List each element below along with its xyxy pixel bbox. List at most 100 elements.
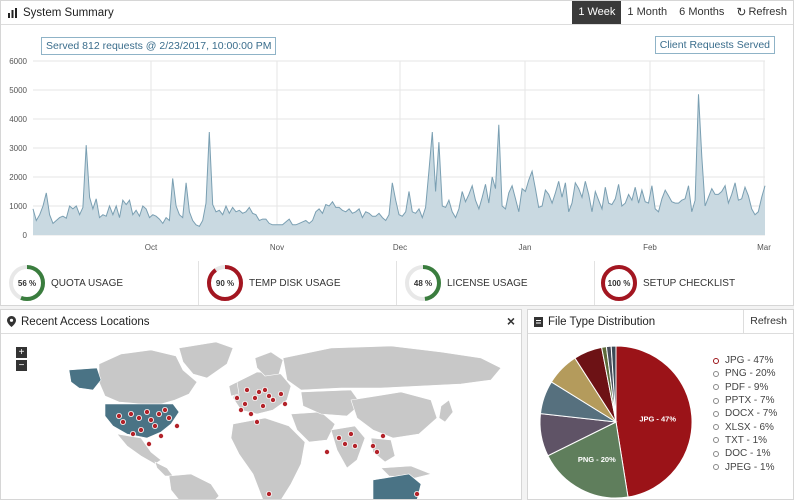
- location-marker[interactable]: [155, 411, 162, 418]
- x-tick-label: Mar: [757, 243, 771, 252]
- zoom-in-button[interactable]: +: [16, 347, 27, 358]
- legend-marker-icon: [713, 357, 719, 364]
- location-marker[interactable]: [128, 411, 135, 418]
- legend-item-xlsx[interactable]: XLSX - 6%: [713, 420, 777, 433]
- legend-item-txt[interactable]: TXT - 1%: [713, 434, 777, 447]
- legend-label: DOCX - 7%: [725, 408, 778, 420]
- map-marker-icon: [7, 316, 16, 327]
- location-marker[interactable]: [269, 397, 276, 404]
- gauge-label: SETUP CHECKLIST: [643, 277, 736, 289]
- location-marker[interactable]: [265, 393, 272, 400]
- legend-item-pptx[interactable]: PPTX - 7%: [713, 394, 777, 407]
- gauge-value: 56 %: [18, 279, 36, 288]
- x-tick-label: Dec: [393, 243, 407, 252]
- legend-marker-icon: [713, 384, 719, 391]
- pie-legend: JPG - 47% PNG - 20% PDF - 9% PPTX - 7% DOCX …: [713, 354, 777, 474]
- close-icon[interactable]: ×: [506, 313, 515, 329]
- location-marker[interactable]: [135, 415, 142, 422]
- southeast-asia-shape: [370, 437, 396, 463]
- canada-shape: [98, 349, 198, 405]
- location-marker[interactable]: [259, 403, 266, 410]
- location-marker[interactable]: [165, 415, 172, 422]
- location-marker[interactable]: [265, 490, 272, 497]
- location-marker[interactable]: [413, 490, 420, 497]
- location-marker[interactable]: [129, 431, 136, 438]
- location-marker[interactable]: [253, 419, 260, 426]
- legend-item-pdf[interactable]: PDF - 9%: [713, 381, 777, 394]
- location-marker[interactable]: [369, 443, 376, 450]
- legend-marker-icon: [713, 437, 719, 444]
- y-tick-label: 2000: [9, 173, 27, 182]
- location-marker[interactable]: [173, 423, 180, 430]
- location-marker[interactable]: [247, 411, 254, 418]
- location-marker[interactable]: [251, 395, 258, 402]
- location-marker[interactable]: [147, 417, 154, 424]
- pie-slice-png[interactable]: [547, 421, 629, 499]
- gauge-label: QUOTA USAGE: [51, 277, 124, 289]
- summary-header: System Summary 1 Week 1 Month 6 Months ↻…: [1, 1, 793, 25]
- location-marker[interactable]: [120, 419, 127, 426]
- location-marker[interactable]: [237, 407, 244, 414]
- pie-slice-jpg[interactable]: [615, 345, 693, 498]
- refresh-button[interactable]: ↻ Refresh: [730, 1, 793, 24]
- legend-marker-icon: [713, 464, 719, 471]
- china-shape: [350, 391, 438, 439]
- location-marker[interactable]: [335, 435, 342, 442]
- legend-item-jpg[interactable]: JPG - 47%: [713, 354, 777, 367]
- legend-label: JPG - 47%: [725, 355, 774, 367]
- location-marker[interactable]: [145, 441, 152, 448]
- gauge-arc: [405, 265, 441, 301]
- legend-label: PDF - 9%: [725, 381, 769, 393]
- file-type-pie-chart: JPG - 47% PNG - 20%: [539, 345, 693, 499]
- location-marker[interactable]: [351, 443, 358, 450]
- location-marker[interactable]: [243, 387, 250, 394]
- gauge-temp-disk-usage: 90 % TEMP DISK USAGE: [199, 261, 397, 305]
- legend-item-jpeg[interactable]: JPEG - 1%: [713, 460, 777, 473]
- world-map[interactable]: [1, 334, 521, 500]
- location-marker[interactable]: [323, 449, 330, 456]
- pie-data-label: JPG - 47%: [639, 415, 676, 424]
- alaska-shape: [68, 367, 102, 391]
- location-marker[interactable]: [116, 413, 123, 420]
- location-marker[interactable]: [233, 395, 240, 402]
- legend-item-doc[interactable]: DOC - 1%: [713, 447, 777, 460]
- setup-checklist-gauge: 100 %: [601, 265, 637, 301]
- series-legend-label[interactable]: Client Requests Served: [654, 36, 775, 54]
- location-marker[interactable]: [379, 433, 386, 440]
- legend-marker-icon: [713, 370, 719, 377]
- pie-slice-jpeg[interactable]: [610, 345, 617, 423]
- legend-item-docx[interactable]: DOCX - 7%: [713, 407, 777, 420]
- map-title: Recent Access Locations: [21, 315, 150, 328]
- location-marker[interactable]: [157, 433, 164, 440]
- chart-tooltip: Served 812 requests @ 2/23/2017, 10:00:0…: [41, 37, 277, 55]
- location-marker[interactable]: [341, 441, 348, 448]
- location-marker[interactable]: [161, 407, 168, 414]
- x-tick-label: Jan: [519, 243, 532, 252]
- file-refresh-button[interactable]: Refresh: [743, 310, 793, 333]
- map-land: [98, 341, 502, 499]
- location-marker[interactable]: [281, 401, 288, 408]
- legend-label: DOC - 1%: [725, 448, 771, 460]
- legend-marker-icon: [713, 424, 719, 431]
- range-6-months-button[interactable]: 6 Months: [679, 6, 725, 18]
- greenland-shape: [178, 341, 234, 379]
- location-marker[interactable]: [261, 387, 268, 394]
- central-america-shape: [154, 461, 174, 477]
- location-marker[interactable]: [137, 427, 144, 434]
- range-1-week-button[interactable]: 1 Week: [572, 1, 622, 24]
- map-markers: [116, 387, 420, 497]
- y-tick-label: 6000: [9, 57, 27, 66]
- legend-item-png[interactable]: PNG - 20%: [713, 367, 777, 380]
- zoom-out-button[interactable]: −: [16, 360, 27, 371]
- recent-access-panel: Recent Access Locations × + −: [0, 309, 522, 500]
- location-marker[interactable]: [277, 391, 284, 398]
- location-marker[interactable]: [347, 431, 354, 438]
- location-marker[interactable]: [151, 423, 158, 430]
- range-1-month-button[interactable]: 1 Month: [627, 6, 668, 18]
- location-marker[interactable]: [255, 389, 262, 396]
- india-shape: [330, 425, 366, 469]
- location-marker[interactable]: [143, 409, 150, 416]
- location-marker[interactable]: [373, 449, 380, 456]
- location-marker[interactable]: [241, 401, 248, 408]
- y-tick-label: 4000: [9, 115, 27, 124]
